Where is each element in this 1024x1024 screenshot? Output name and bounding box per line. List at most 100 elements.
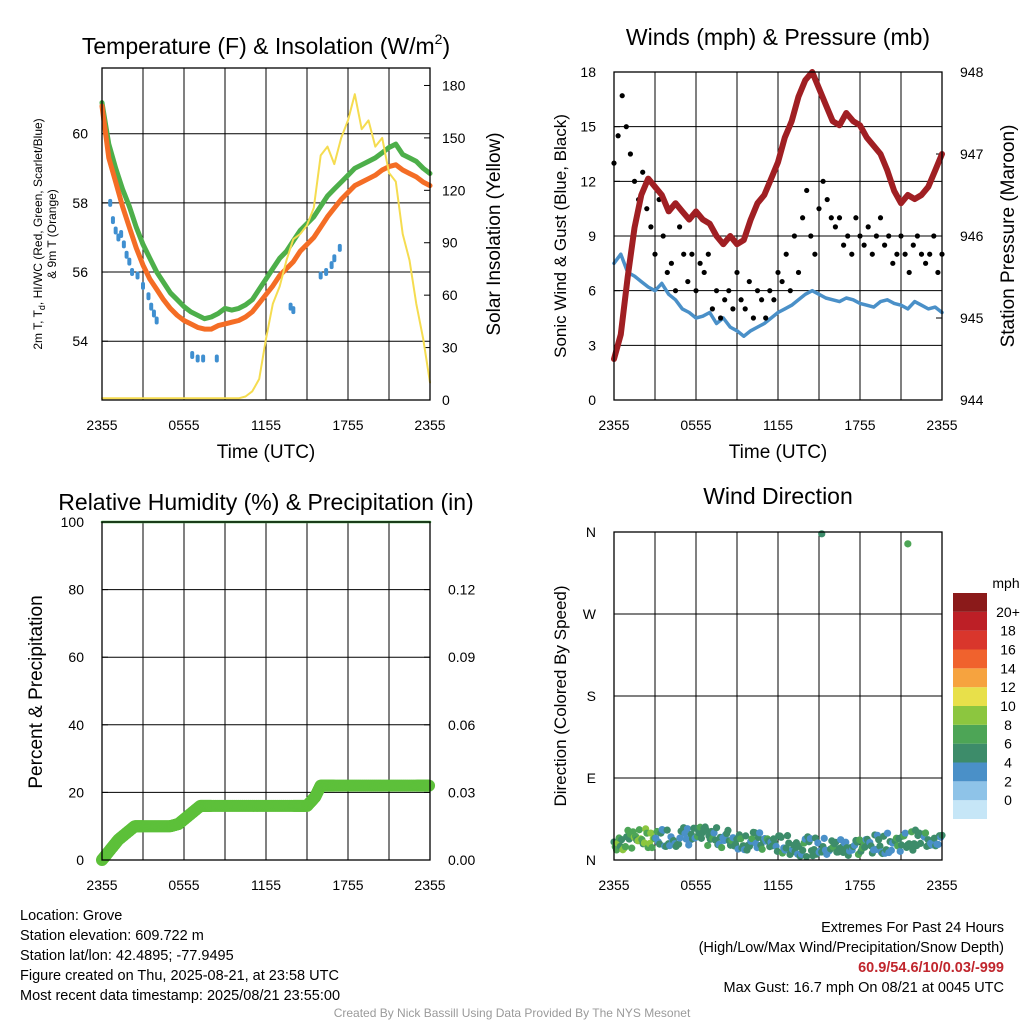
y2-tick-label: 0 bbox=[442, 392, 450, 408]
gust-point bbox=[619, 93, 625, 99]
direction-point bbox=[676, 834, 684, 842]
gust-point bbox=[918, 251, 925, 257]
direction-point bbox=[901, 829, 909, 837]
direction-point bbox=[712, 824, 721, 832]
x-tick-label: 1755 bbox=[332, 877, 363, 893]
x-tick-label: 2355 bbox=[86, 877, 117, 893]
credit-footer: Created By Nick Bassill Using Data Provi… bbox=[333, 1006, 691, 1020]
gust-point bbox=[631, 178, 638, 184]
x-tick-label: 0555 bbox=[680, 417, 711, 433]
gust-point bbox=[795, 269, 802, 276]
y-tick-label: 15 bbox=[580, 119, 596, 135]
colorbar-label: 16 bbox=[1000, 642, 1016, 658]
hiwc-point bbox=[113, 226, 118, 235]
plot-frame bbox=[101, 521, 431, 861]
series-9m-t bbox=[99, 103, 433, 332]
extremes-subtitle: (High/Low/Max Wind/Precipitation/Snow De… bbox=[698, 940, 1004, 956]
gust-point bbox=[734, 269, 740, 276]
gust-point bbox=[890, 260, 896, 266]
hiwc-point bbox=[127, 257, 132, 266]
chart-title: Relative Humidity (%) & Precipitation (i… bbox=[58, 489, 473, 515]
gust-point bbox=[623, 124, 629, 130]
colorbar-segment bbox=[953, 649, 987, 669]
colorbar-segment bbox=[953, 743, 987, 763]
gust-point bbox=[730, 306, 736, 312]
gust-point bbox=[775, 269, 781, 276]
x-tick-label: 1155 bbox=[251, 417, 281, 433]
hiwc-point bbox=[332, 254, 337, 263]
gust-point bbox=[783, 251, 789, 257]
direction-point bbox=[704, 841, 712, 850]
gust-point bbox=[861, 242, 867, 248]
x-tick-label: 2355 bbox=[598, 417, 629, 433]
gust-point bbox=[906, 269, 912, 276]
hiwc-point bbox=[214, 354, 219, 363]
x-tick-label: 1755 bbox=[844, 877, 875, 893]
y2-tick-label: 946 bbox=[960, 228, 984, 244]
x-tick-label: 2355 bbox=[86, 417, 117, 433]
hiwc-point bbox=[108, 198, 113, 207]
gust-point bbox=[828, 215, 834, 221]
gust-point bbox=[742, 306, 748, 312]
gust-point bbox=[726, 288, 732, 294]
direction-point bbox=[756, 829, 764, 837]
gust-point bbox=[849, 251, 855, 257]
chart-title: Winds (mph) & Pressure (mb) bbox=[626, 24, 930, 50]
y2-tick-label: 0.12 bbox=[448, 582, 475, 598]
colorbar-label: 10 bbox=[1000, 698, 1016, 714]
extremes-values: 60.9/54.6/10/0.03/-999 bbox=[858, 960, 1004, 976]
series-sonic-wind bbox=[612, 252, 944, 338]
y-tick-label: 6 bbox=[588, 283, 596, 299]
direction-point bbox=[820, 834, 828, 842]
direction-point bbox=[896, 847, 904, 855]
gust-point bbox=[668, 260, 675, 266]
hiwc-point bbox=[201, 354, 206, 363]
hiwc-point bbox=[324, 268, 329, 277]
hiwc-point bbox=[146, 292, 151, 301]
colorbar-segment bbox=[953, 800, 987, 819]
direction-point bbox=[724, 826, 732, 834]
gust-point bbox=[894, 251, 900, 257]
gust-point bbox=[701, 269, 707, 276]
colorbar-label: 6 bbox=[1004, 736, 1012, 752]
y-tick-label: 58 bbox=[72, 195, 88, 211]
gust-point bbox=[931, 233, 937, 239]
gust-point bbox=[841, 242, 847, 248]
colorbar-label: 12 bbox=[1000, 679, 1016, 695]
y-axis-label: 2m T, Td, HI/WC (Red, Green, Scarlet/Blu… bbox=[31, 118, 47, 349]
gust-point bbox=[722, 297, 728, 303]
hiwc-point bbox=[119, 230, 124, 238]
gust-point bbox=[693, 288, 699, 294]
gust-point bbox=[664, 269, 670, 276]
gust-point bbox=[697, 260, 703, 266]
colorbar-label: 8 bbox=[1004, 717, 1012, 733]
direction-point bbox=[904, 540, 912, 548]
y-tick-label: 0 bbox=[76, 852, 84, 868]
plot-frame bbox=[613, 531, 943, 861]
station-latlon: Station lat/lon: 42.4895; -77.9495 bbox=[20, 948, 234, 964]
hiwc-point bbox=[318, 271, 323, 280]
gust-point bbox=[648, 224, 654, 230]
direction-point bbox=[799, 846, 807, 854]
station-elevation: Station elevation: 609.722 m bbox=[20, 928, 204, 944]
colorbar-segment bbox=[953, 724, 987, 744]
direction-point bbox=[814, 839, 822, 847]
y-axis-label: Direction (Colored By Speed) bbox=[551, 585, 570, 806]
colorbar-segment bbox=[953, 706, 987, 725]
direction-point bbox=[934, 840, 942, 849]
x-tick-label: 2355 bbox=[926, 417, 957, 433]
y2-tick-label: 120 bbox=[442, 182, 466, 198]
hiwc-point bbox=[135, 271, 140, 280]
y-tick-label: N bbox=[586, 524, 596, 540]
gust-point bbox=[832, 224, 839, 230]
colorbar-segment bbox=[953, 781, 987, 801]
y-tick-label: 18 bbox=[580, 64, 596, 80]
y-tick-label: 100 bbox=[61, 514, 85, 530]
gust-point bbox=[759, 297, 765, 303]
direction-point bbox=[802, 853, 811, 861]
extremes-info: Extremes For Past 24 Hours (High/Low/Max… bbox=[699, 918, 1004, 998]
y-tick-label: 12 bbox=[580, 173, 596, 189]
hiwc-point bbox=[151, 309, 156, 318]
gust-point bbox=[845, 233, 851, 239]
gust-point bbox=[718, 315, 724, 321]
